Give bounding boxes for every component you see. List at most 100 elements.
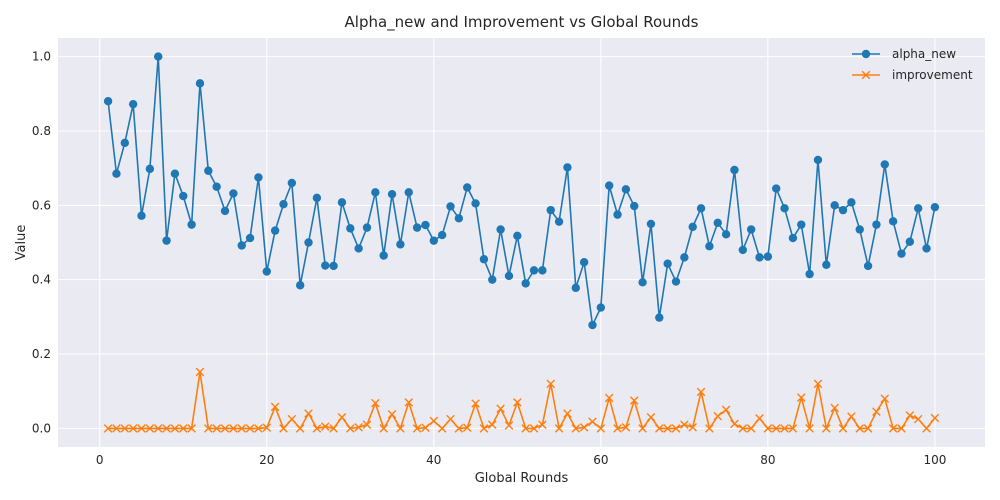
data-point (412, 424, 422, 433)
legend-label-improvement: improvement (892, 68, 973, 82)
data-point (688, 222, 697, 232)
data-point (805, 424, 814, 433)
data-point (847, 412, 856, 421)
data-point (872, 407, 881, 416)
y-tick-label: 1.0 (32, 50, 51, 64)
legend-label-alpha-new: alpha_new (892, 47, 956, 61)
data-point (254, 424, 263, 433)
series-layer (103, 52, 940, 433)
data-point (304, 238, 313, 247)
data-point (621, 185, 631, 194)
data-point (212, 182, 221, 191)
data-point (295, 281, 305, 290)
data-point (797, 220, 806, 229)
data-point (212, 424, 221, 433)
data-point (379, 251, 388, 260)
y-tick-label: 0.6 (32, 198, 51, 212)
data-point (813, 155, 823, 165)
data-point (546, 379, 556, 389)
data-point (154, 52, 163, 61)
data-point (496, 404, 505, 413)
data-point (571, 283, 580, 293)
data-point (387, 409, 397, 419)
plot-area (58, 38, 985, 447)
data-point (772, 184, 781, 193)
chart-title: Alpha_new and Improvement vs Global Roun… (345, 13, 699, 32)
data-point (738, 245, 748, 255)
data-point (755, 253, 764, 262)
data-point (371, 398, 380, 408)
data-point (162, 236, 171, 245)
data-point (179, 191, 188, 201)
data-point (187, 220, 196, 229)
data-point (371, 188, 380, 197)
data-point (546, 205, 555, 215)
data-point (730, 419, 739, 429)
data-point (680, 253, 689, 262)
data-point (429, 416, 439, 426)
data-point (195, 79, 205, 88)
data-point (237, 241, 246, 250)
data-point (178, 424, 188, 433)
data-point (387, 189, 397, 199)
data-point (905, 411, 915, 420)
data-point (655, 313, 664, 322)
x-tick-label: 20 (259, 453, 274, 467)
data-point (780, 424, 789, 433)
data-point (270, 402, 280, 412)
data-point (312, 424, 322, 433)
data-point (888, 424, 898, 433)
data-point (145, 424, 155, 433)
data-point (162, 424, 171, 433)
data-point (513, 398, 522, 407)
data-point (630, 201, 639, 211)
data-point (888, 217, 898, 226)
data-point (613, 424, 622, 433)
data-point (521, 279, 530, 288)
data-point (120, 138, 130, 148)
data-point (805, 269, 814, 279)
data-point (195, 367, 205, 377)
data-point (421, 423, 430, 432)
data-point (579, 422, 589, 432)
data-point (454, 214, 464, 223)
legend-marker-improvement (861, 70, 871, 80)
y-tick-label: 0.0 (32, 421, 51, 435)
data-point (237, 424, 247, 433)
data-point (404, 398, 414, 407)
data-point (721, 230, 731, 239)
legend: alpha_new improvement (852, 47, 973, 82)
data-point (379, 424, 388, 433)
data-point (429, 236, 439, 245)
data-point (220, 424, 230, 433)
data-point (629, 396, 639, 405)
data-point (471, 399, 480, 408)
data-point (220, 206, 230, 216)
y-tick-label: 0.2 (32, 347, 51, 361)
data-point (279, 424, 288, 433)
data-point (763, 424, 773, 433)
data-point (755, 414, 764, 423)
x-axis-ticks: 0 20 40 60 80 100 (96, 453, 946, 467)
y-axis-ticks: 0.0 0.2 0.4 0.6 0.8 1.0 (32, 50, 51, 436)
data-point (638, 278, 647, 287)
data-point (822, 260, 831, 270)
data-point (279, 200, 288, 209)
data-point (663, 424, 672, 433)
data-point (646, 219, 656, 229)
data-point (287, 178, 297, 188)
data-point (721, 405, 731, 415)
data-point (913, 204, 923, 213)
data-point (504, 271, 514, 281)
y-tick-label: 0.8 (32, 124, 51, 138)
data-point (446, 202, 455, 211)
data-point (320, 422, 330, 431)
data-point (229, 189, 238, 198)
data-point (245, 424, 255, 433)
data-point (488, 275, 497, 284)
data-point (463, 183, 472, 192)
legend-item-improvement: improvement (852, 68, 973, 82)
data-point (112, 169, 121, 178)
data-point (103, 97, 113, 106)
data-point (913, 414, 923, 424)
